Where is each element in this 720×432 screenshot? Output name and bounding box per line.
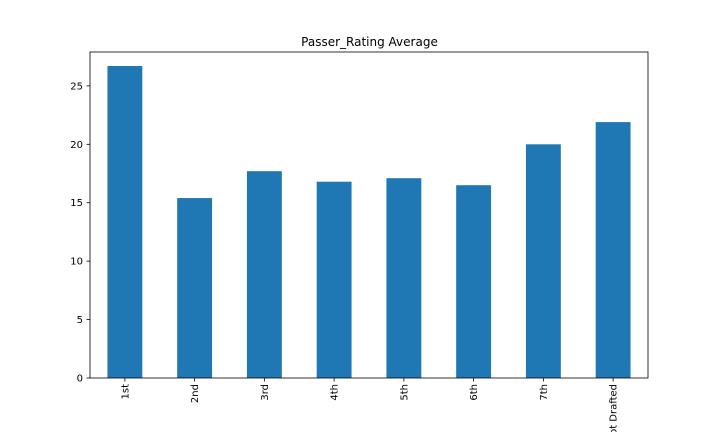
y-tick-label: 0 [77,374,83,385]
plot-frame [89,51,649,379]
y-tick-label: 20 [70,140,83,151]
y-tick-label: 15 [70,198,83,209]
x-tick-label: 7th [539,384,550,401]
x-tick-label: 4th [330,384,341,401]
bars-group [107,66,631,378]
y-tick-label: 5 [77,315,83,326]
x-tick-label: 1st [120,384,131,400]
x-tick-label: Not Drafted [609,384,620,432]
bar-3rd [246,171,282,378]
bar-5th [386,178,422,378]
x-tick-label: 2nd [190,384,201,403]
bar-1st [107,66,143,378]
x-tick-label: 6th [469,384,480,401]
y-tick-label: 25 [70,81,83,92]
y-axis: 0 5 10 15 20 25 [70,81,90,385]
bar-not-drafted [595,122,631,378]
x-tick-label: 5th [399,384,410,401]
chart-title: Passer_Rating Average [301,35,438,49]
y-tick-label: 10 [70,257,83,268]
bar-7th [525,144,561,378]
bar-4th [316,181,352,378]
x-axis: 1st 2nd 3rd 4th 5th 6th 7th Not Drafted [120,378,620,432]
bar-2nd [177,198,213,378]
x-tick-label: 3rd [260,384,271,401]
bar-6th [456,185,492,378]
